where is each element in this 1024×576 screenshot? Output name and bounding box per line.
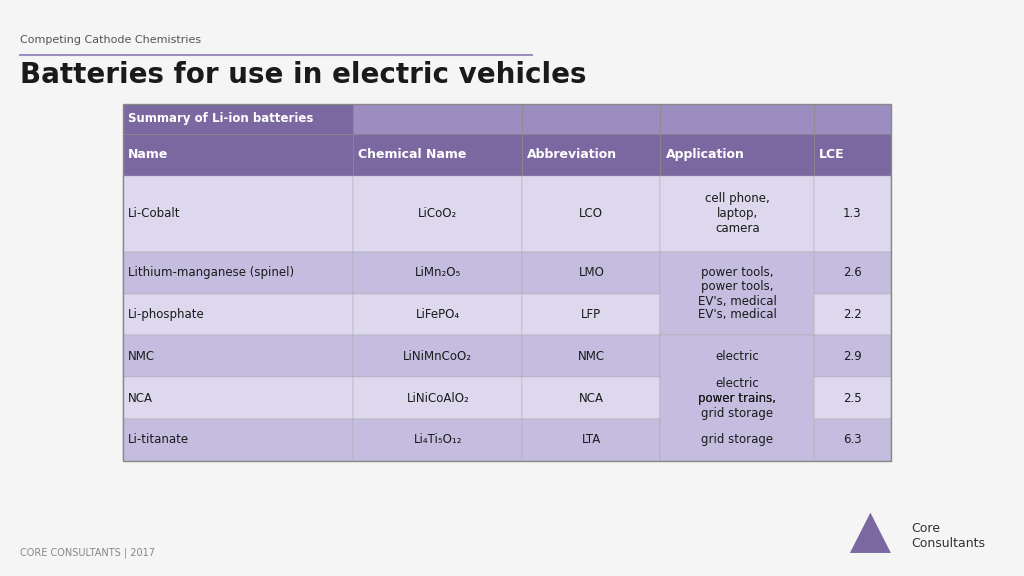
FancyBboxPatch shape (814, 104, 891, 134)
Text: NCA: NCA (128, 392, 153, 404)
FancyBboxPatch shape (522, 252, 660, 294)
FancyBboxPatch shape (353, 176, 522, 252)
Text: Core
Consultants: Core Consultants (911, 522, 985, 550)
Text: 2.5: 2.5 (843, 392, 862, 404)
Text: NMC: NMC (128, 350, 155, 363)
FancyBboxPatch shape (814, 294, 891, 335)
FancyBboxPatch shape (522, 134, 660, 176)
Text: Li-Cobalt: Li-Cobalt (128, 207, 180, 221)
FancyBboxPatch shape (660, 419, 814, 461)
FancyBboxPatch shape (814, 335, 891, 377)
FancyBboxPatch shape (660, 104, 814, 134)
FancyBboxPatch shape (814, 176, 891, 252)
Text: grid storage: grid storage (701, 433, 773, 446)
Text: Li-phosphate: Li-phosphate (128, 308, 205, 321)
FancyBboxPatch shape (522, 377, 660, 419)
FancyBboxPatch shape (123, 294, 353, 335)
FancyBboxPatch shape (123, 176, 353, 252)
Polygon shape (850, 513, 891, 553)
Text: Batteries for use in electric vehicles: Batteries for use in electric vehicles (20, 61, 587, 89)
FancyBboxPatch shape (522, 419, 660, 461)
Text: LiNiCoAlO₂: LiNiCoAlO₂ (407, 392, 469, 404)
FancyBboxPatch shape (814, 377, 891, 419)
FancyBboxPatch shape (123, 252, 353, 294)
Text: Chemical Name: Chemical Name (358, 149, 467, 161)
Text: 2.9: 2.9 (843, 350, 862, 363)
Text: power tools,: power tools, (701, 266, 773, 279)
FancyBboxPatch shape (353, 104, 522, 134)
Text: LiMn₂O₅: LiMn₂O₅ (415, 266, 461, 279)
FancyBboxPatch shape (123, 419, 353, 461)
Text: LCE: LCE (819, 149, 845, 161)
Text: LFP: LFP (582, 308, 601, 321)
Text: 2.2: 2.2 (843, 308, 862, 321)
FancyBboxPatch shape (522, 294, 660, 335)
Text: Summary of Li-ion batteries: Summary of Li-ion batteries (128, 112, 313, 126)
Text: NCA: NCA (579, 392, 604, 404)
FancyBboxPatch shape (522, 176, 660, 252)
Text: LMO: LMO (579, 266, 604, 279)
FancyBboxPatch shape (123, 134, 353, 176)
Text: CORE CONSULTANTS | 2017: CORE CONSULTANTS | 2017 (20, 548, 156, 558)
FancyBboxPatch shape (660, 176, 814, 252)
Text: Application: Application (666, 149, 744, 161)
FancyBboxPatch shape (353, 294, 522, 335)
Text: Competing Cathode Chemistries: Competing Cathode Chemistries (20, 35, 202, 46)
FancyBboxPatch shape (814, 134, 891, 176)
Text: electric: electric (716, 350, 759, 363)
Text: Lithium-manganese (spinel): Lithium-manganese (spinel) (128, 266, 294, 279)
FancyBboxPatch shape (522, 104, 660, 134)
Text: Abbreviation: Abbreviation (527, 149, 617, 161)
FancyBboxPatch shape (660, 252, 814, 335)
Text: 2.6: 2.6 (843, 266, 862, 279)
Text: NMC: NMC (578, 350, 605, 363)
Text: Li₄Ti₅O₁₂: Li₄Ti₅O₁₂ (414, 433, 462, 446)
Text: LiCoO₂: LiCoO₂ (418, 207, 458, 221)
Text: EV's, medical: EV's, medical (697, 308, 777, 321)
FancyBboxPatch shape (660, 294, 814, 335)
FancyBboxPatch shape (522, 335, 660, 377)
FancyBboxPatch shape (660, 335, 814, 461)
FancyBboxPatch shape (353, 377, 522, 419)
Text: LiFePO₄: LiFePO₄ (416, 308, 460, 321)
FancyBboxPatch shape (353, 419, 522, 461)
Text: LTA: LTA (582, 433, 601, 446)
Text: LCO: LCO (580, 207, 603, 221)
Text: Li-titanate: Li-titanate (128, 433, 189, 446)
FancyBboxPatch shape (660, 377, 814, 419)
FancyBboxPatch shape (353, 252, 522, 294)
Text: Name: Name (128, 149, 168, 161)
Text: power tools,
EV's, medical: power tools, EV's, medical (697, 279, 777, 308)
Text: LiNiMnCoO₂: LiNiMnCoO₂ (403, 350, 472, 363)
FancyBboxPatch shape (353, 134, 522, 176)
FancyBboxPatch shape (353, 335, 522, 377)
FancyBboxPatch shape (814, 419, 891, 461)
Text: power trains,: power trains, (698, 392, 776, 404)
Text: 1.3: 1.3 (843, 207, 862, 221)
Text: 6.3: 6.3 (843, 433, 862, 446)
FancyBboxPatch shape (814, 252, 891, 294)
FancyBboxPatch shape (123, 377, 353, 419)
Text: cell phone,
laptop,
camera: cell phone, laptop, camera (705, 192, 770, 236)
FancyBboxPatch shape (660, 134, 814, 176)
Text: electric
power trains,
grid storage: electric power trains, grid storage (698, 377, 776, 419)
FancyBboxPatch shape (660, 252, 814, 294)
FancyBboxPatch shape (123, 335, 353, 377)
FancyBboxPatch shape (660, 335, 814, 377)
FancyBboxPatch shape (123, 104, 353, 134)
